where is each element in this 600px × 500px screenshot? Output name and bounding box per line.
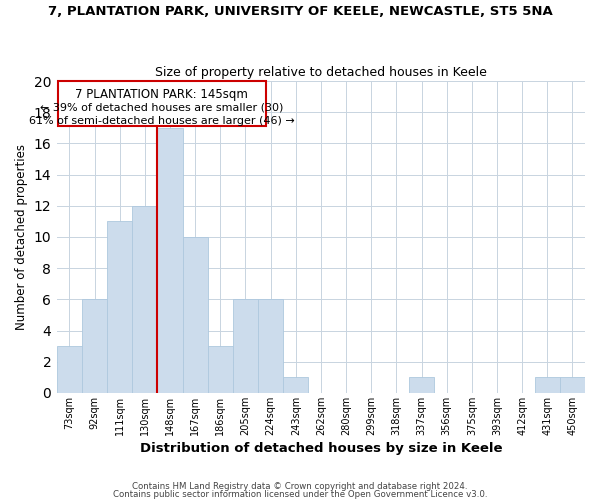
Bar (157, 128, 182, 393)
Bar (208, 346, 233, 393)
FancyBboxPatch shape (58, 81, 266, 126)
Bar (182, 237, 208, 393)
Bar (409, 378, 434, 393)
Text: 7, PLANTATION PARK, UNIVERSITY OF KEELE, NEWCASTLE, ST5 5NA: 7, PLANTATION PARK, UNIVERSITY OF KEELE,… (47, 5, 553, 18)
Text: 7 PLANTATION PARK: 145sqm: 7 PLANTATION PARK: 145sqm (76, 88, 248, 101)
Text: Contains HM Land Registry data © Crown copyright and database right 2024.: Contains HM Land Registry data © Crown c… (132, 482, 468, 491)
Title: Size of property relative to detached houses in Keele: Size of property relative to detached ho… (155, 66, 487, 78)
Bar (258, 300, 283, 393)
Bar (133, 206, 157, 393)
Bar (57, 346, 82, 393)
Bar (82, 300, 107, 393)
Y-axis label: Number of detached properties: Number of detached properties (15, 144, 28, 330)
Bar (107, 222, 133, 393)
Bar (560, 378, 585, 393)
Text: Contains public sector information licensed under the Open Government Licence v3: Contains public sector information licen… (113, 490, 487, 499)
Bar (283, 378, 308, 393)
Text: ← 39% of detached houses are smaller (30): ← 39% of detached houses are smaller (30… (40, 102, 284, 112)
Bar (233, 300, 258, 393)
X-axis label: Distribution of detached houses by size in Keele: Distribution of detached houses by size … (140, 442, 502, 455)
Text: 61% of semi-detached houses are larger (46) →: 61% of semi-detached houses are larger (… (29, 116, 295, 126)
Bar (535, 378, 560, 393)
